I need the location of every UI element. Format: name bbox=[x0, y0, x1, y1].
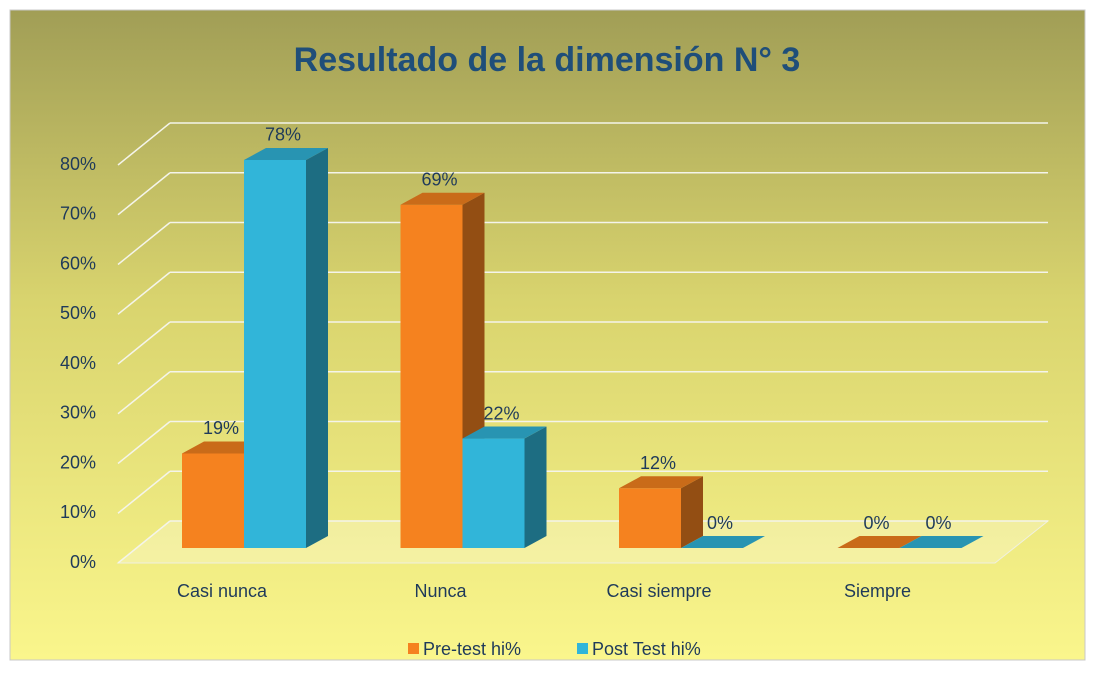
y-tick-label: 50% bbox=[60, 303, 96, 323]
data-label: 12% bbox=[640, 453, 676, 473]
x-tick-label: Siempre bbox=[844, 581, 911, 601]
bar-side bbox=[306, 147, 328, 548]
y-tick-label: 10% bbox=[60, 502, 96, 522]
bar bbox=[462, 438, 525, 548]
grid-line bbox=[117, 221, 171, 266]
data-label: 0% bbox=[925, 513, 951, 533]
bar-top bbox=[837, 536, 922, 548]
data-label: 0% bbox=[707, 513, 733, 533]
legend-label: Pre-test hi% bbox=[423, 639, 521, 659]
bar-top bbox=[619, 476, 703, 489]
bar bbox=[244, 159, 306, 548]
y-tick-label: 30% bbox=[60, 403, 96, 423]
bar bbox=[182, 453, 244, 548]
data-label: 69% bbox=[421, 169, 457, 189]
grid-line bbox=[117, 122, 171, 166]
grid-line bbox=[117, 520, 171, 564]
bar-top bbox=[462, 426, 547, 439]
bar-top bbox=[244, 147, 328, 160]
bar bbox=[619, 488, 681, 548]
data-label: 22% bbox=[483, 403, 519, 423]
legend-swatch bbox=[577, 643, 588, 654]
grid-line bbox=[117, 271, 171, 315]
legend-swatch bbox=[408, 643, 419, 654]
grid-line bbox=[117, 470, 171, 514]
bar-top bbox=[681, 536, 765, 548]
bar-top bbox=[400, 192, 485, 205]
y-tick-label: 80% bbox=[60, 154, 96, 174]
grid-line bbox=[117, 371, 171, 415]
data-label: 0% bbox=[863, 513, 889, 533]
data-label: 78% bbox=[265, 125, 301, 145]
bar bbox=[400, 204, 463, 548]
x-tick-label: Nunca bbox=[414, 581, 467, 601]
y-tick-label: 20% bbox=[60, 452, 96, 472]
x-tick-label: Casi siempre bbox=[606, 581, 711, 601]
y-tick-label: 0% bbox=[70, 552, 96, 572]
grid-line bbox=[117, 420, 171, 465]
y-tick-label: 40% bbox=[60, 353, 96, 373]
y-tick-label: 60% bbox=[60, 253, 96, 273]
legend-label: Post Test hi% bbox=[592, 639, 701, 659]
y-tick-label: 70% bbox=[60, 204, 96, 224]
bar-side bbox=[681, 476, 703, 548]
chart-title: Resultado de la dimensión N° 3 bbox=[294, 41, 801, 79]
x-tick-label: Casi nunca bbox=[177, 581, 268, 601]
grid-line bbox=[117, 321, 171, 365]
data-label: 19% bbox=[203, 418, 239, 438]
chart-background bbox=[9, 9, 1086, 661]
bar-side bbox=[524, 426, 547, 548]
grid-line bbox=[117, 172, 171, 216]
bar-top bbox=[899, 536, 984, 548]
